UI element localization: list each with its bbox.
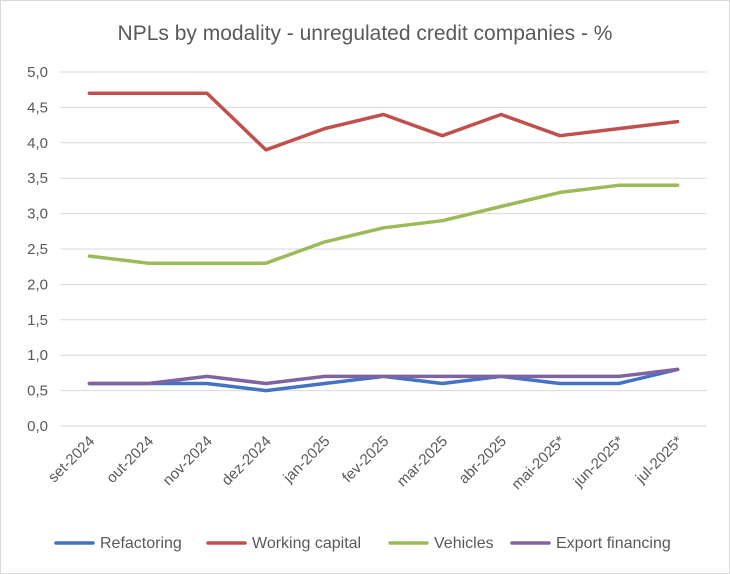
x-tick-label: fev-2025 <box>339 433 392 486</box>
y-tick-label: 1,0 <box>27 347 48 364</box>
chart-title: NPLs by modality - unregulated credit co… <box>118 22 613 45</box>
legend-label: Working capital <box>252 535 361 552</box>
y-tick-label: 2,0 <box>27 276 48 293</box>
series-line-export-financing <box>87 367 680 386</box>
x-axis-ticks: set-2024 out-2024 nov-2024 dez-2024 jan-2025… <box>45 433 687 493</box>
y-tick-label: 3,0 <box>27 206 48 223</box>
y-tick-label: 2,5 <box>27 241 48 258</box>
y-tick-label: 0,5 <box>27 383 48 400</box>
x-tick-label: jan-2025 <box>279 433 333 487</box>
series-line-working-capital <box>87 91 680 152</box>
x-tick-label: jul-2025* <box>632 433 687 488</box>
y-tick-label: 1,5 <box>27 312 48 329</box>
x-tick-label: set-2024 <box>45 433 98 486</box>
y-tick-label: 3,5 <box>27 170 48 187</box>
legend-label: Export financing <box>556 535 671 552</box>
series-lines <box>87 91 680 393</box>
x-tick-label: abr-2025 <box>455 433 509 487</box>
legend-label: Vehicles <box>434 535 494 552</box>
x-tick-label: mai-2025* <box>508 433 568 493</box>
y-tick-label: 5,0 <box>27 64 48 81</box>
x-tick-label: jun-2025* <box>569 433 627 491</box>
legend: Refactoring Working capital Vehicles Export… <box>54 535 671 552</box>
y-tick-label: 4,0 <box>27 135 48 152</box>
y-tick-label: 4,5 <box>27 99 48 116</box>
x-tick-label: dez-2024 <box>218 433 274 489</box>
x-tick-label: out-2024 <box>103 433 157 487</box>
series-line-vehicles <box>87 183 680 265</box>
y-tick-label: 0,0 <box>27 418 48 435</box>
legend-label: Refactoring <box>100 535 182 552</box>
y-axis-ticks: 0,0 0,5 1,0 1,5 2,0 2,5 3,0 3,5 4,0 4,5 5,0 <box>27 64 48 435</box>
x-tick-label: nov-2024 <box>160 433 216 489</box>
x-tick-label: mar-2025 <box>394 433 451 490</box>
gridlines <box>60 71 707 427</box>
